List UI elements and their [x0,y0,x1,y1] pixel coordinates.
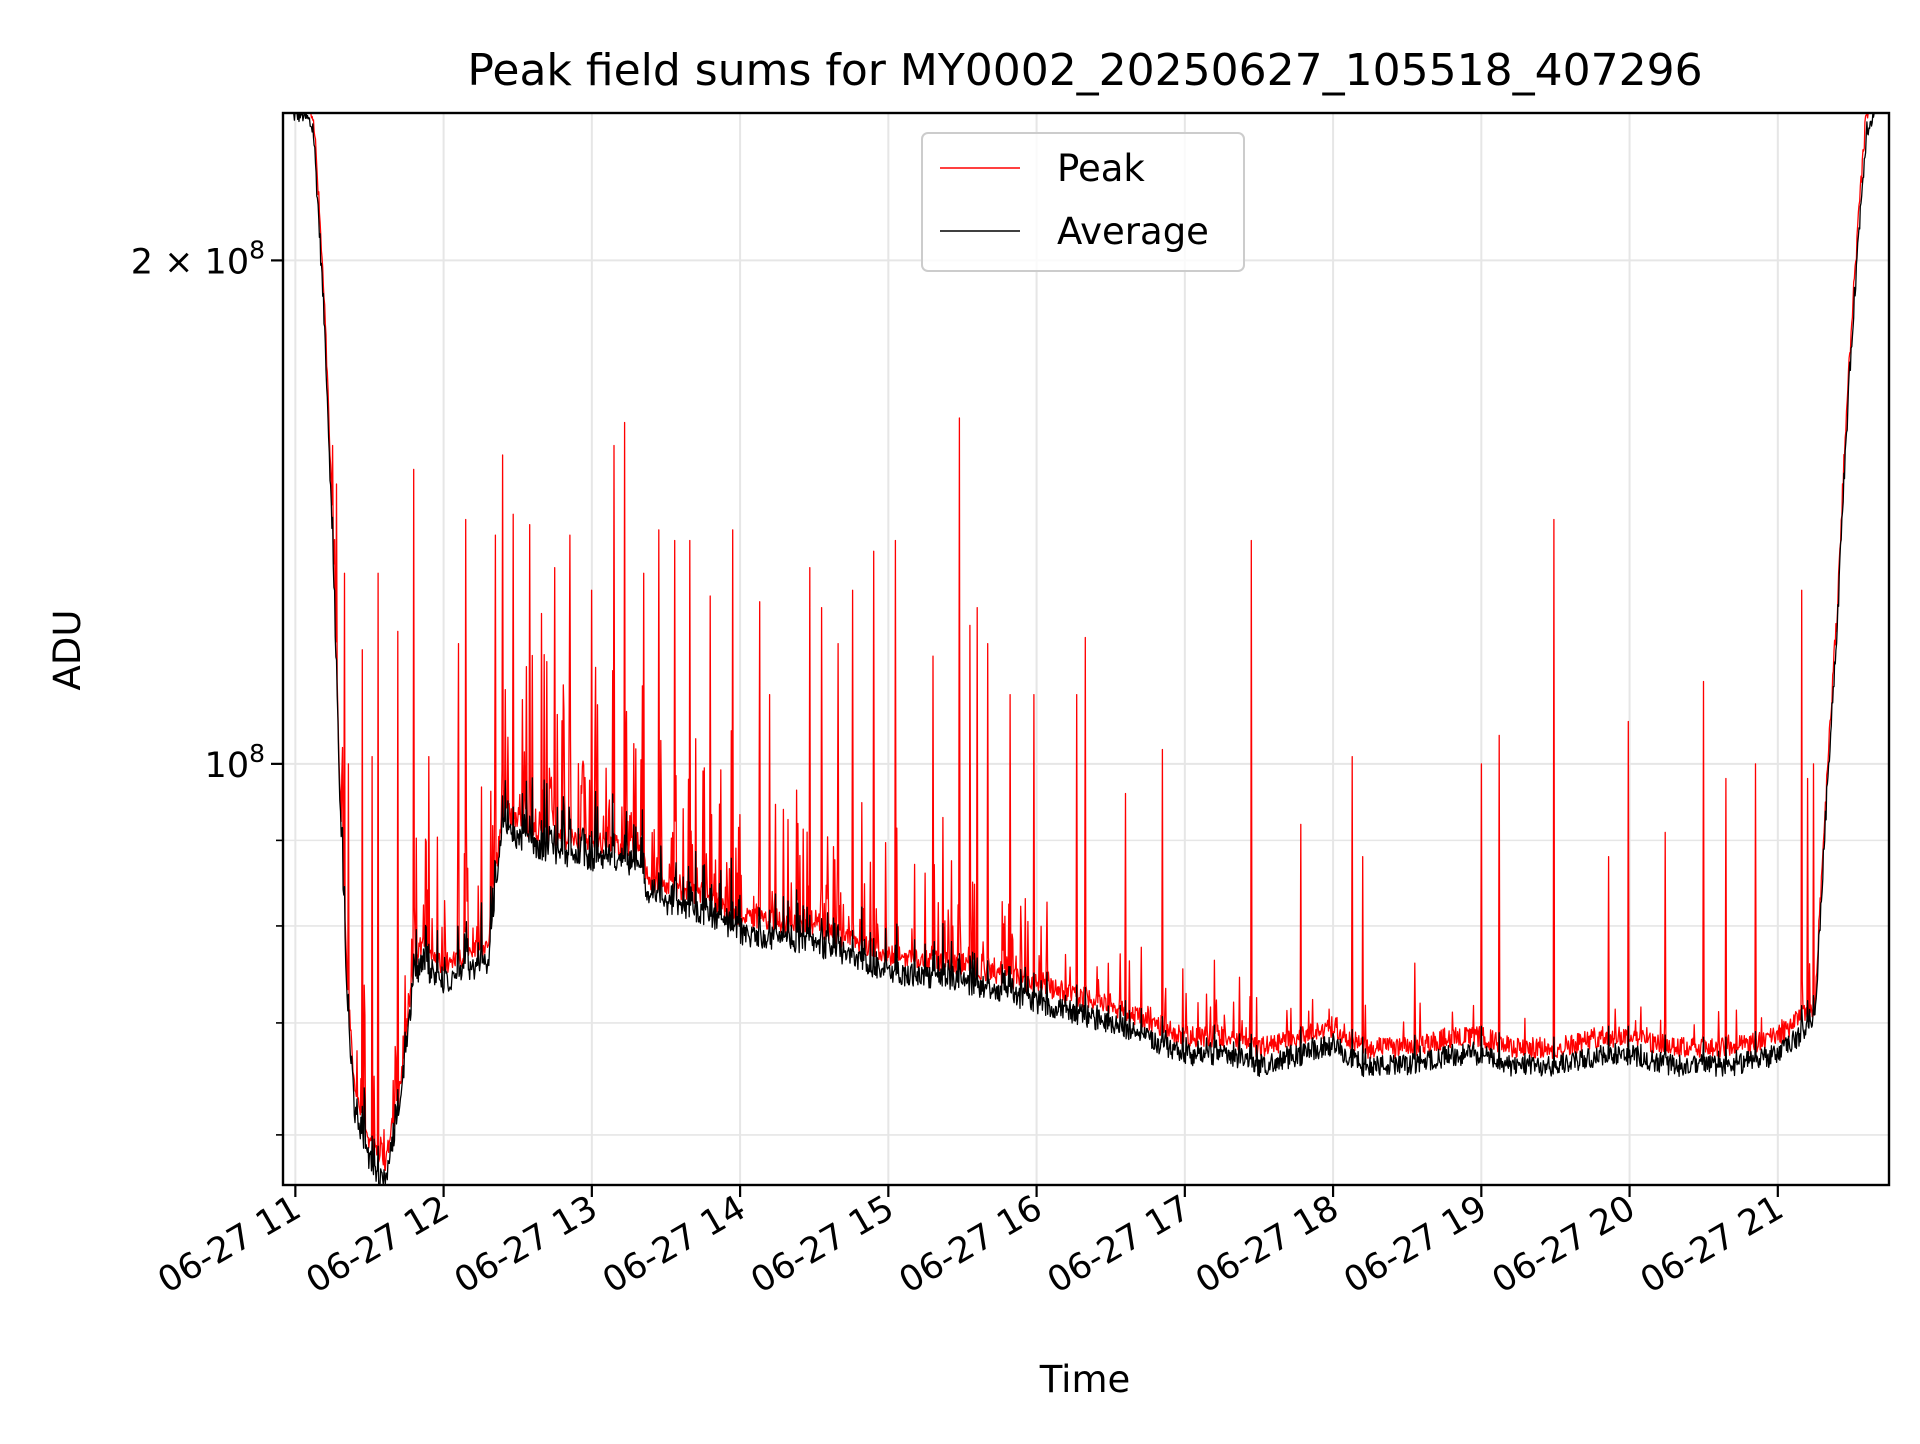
y-tick-label: 2 × 108 [131,235,265,282]
x-tick-label: 06-27 17 [1041,1188,1197,1301]
y-tick-label: 108 [205,739,265,786]
x-tick-label: 06-27 11 [152,1188,308,1301]
x-tick-label: 06-27 18 [1189,1188,1345,1301]
legend: Peak Average [921,132,1245,272]
y-axis: 108 2 × 108 [131,235,283,1136]
plot-area [292,113,1875,1185]
x-tick-label: 06-27 20 [1486,1188,1642,1301]
chart-title: Peak field sums for MY0002_20250627_1055… [467,45,1702,96]
x-tick-label: 06-27 15 [745,1188,901,1301]
x-tick-label: 06-27 16 [893,1188,1049,1301]
y-axis-label: ADU [46,610,89,691]
legend-label-average: Average [1057,210,1209,253]
x-tick-label: 06-27 13 [448,1188,604,1301]
plot-frame [281,111,1891,1187]
x-tick-label: 06-27 14 [596,1188,752,1301]
x-tick-label: 06-27 12 [300,1188,456,1301]
x-axis-label: Time [1039,1358,1131,1401]
x-tick-label: 06-27 21 [1634,1188,1790,1301]
legend-label-peak: Peak [1057,147,1145,190]
x-tick-label: 06-27 19 [1338,1188,1494,1301]
series-line-average [292,113,1875,1185]
